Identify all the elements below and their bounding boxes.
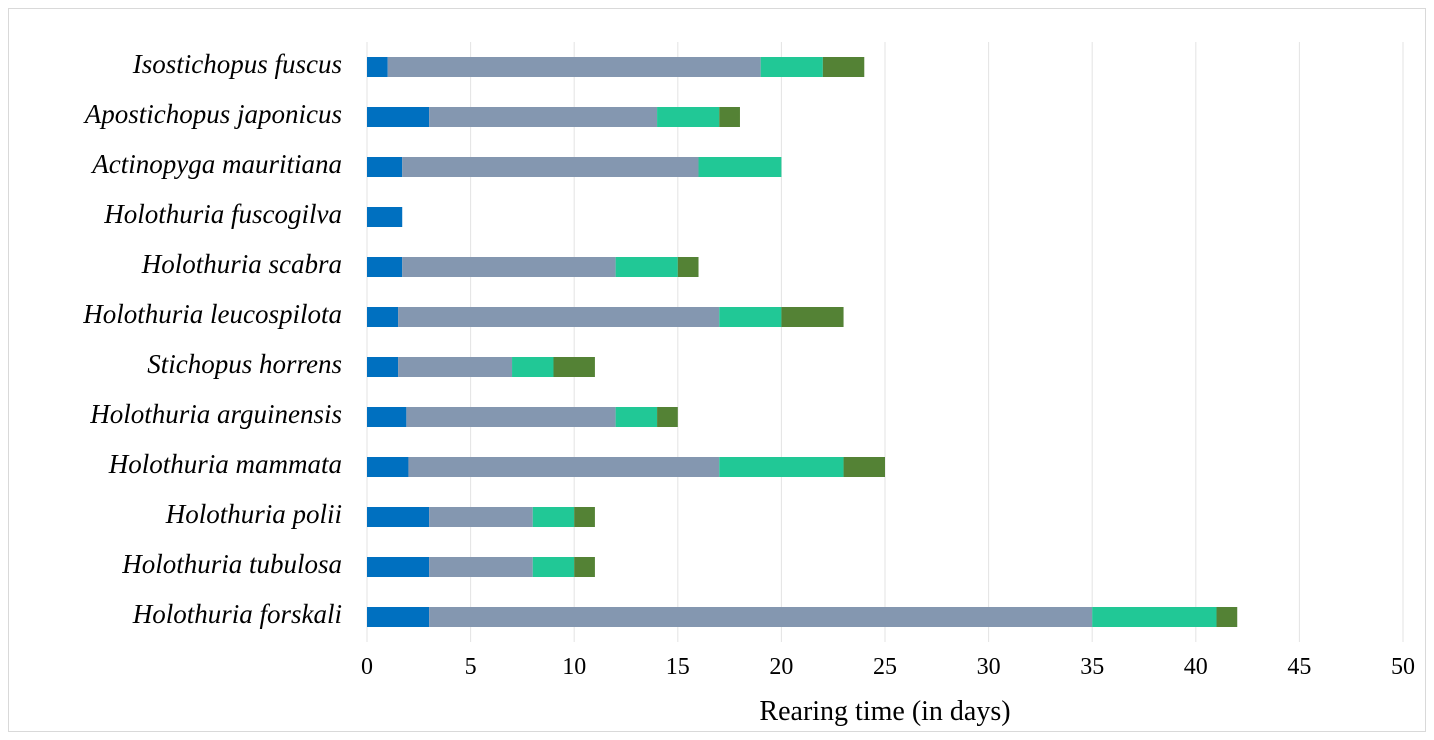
category-labels: Isostichopus fuscus Apostichopus japonicu… (82, 49, 342, 629)
bar-segment-1-row-5 (367, 257, 403, 277)
x-tick-label: 5 (465, 654, 477, 680)
x-tick-label: 20 (769, 654, 793, 680)
x-tick-labels: 0 5 10 15 20 25 30 35 40 45 50 (361, 654, 1415, 680)
bar-segment-4-row-5 (677, 257, 699, 277)
bar-segment-3-row-11 (532, 557, 575, 577)
bar-segment-2-row-7 (398, 357, 513, 377)
x-tick-label: 45 (1287, 654, 1311, 680)
x-tick-label: 40 (1184, 654, 1208, 680)
bar-segment-4-row-10 (574, 507, 595, 527)
x-tick-label: 35 (1080, 654, 1104, 680)
category-label: Isostichopus fuscus (132, 49, 342, 79)
bar-segment-2-row-8 (406, 407, 616, 427)
category-label: Holothuria scabra (141, 249, 342, 279)
bar-segment-3-row-9 (719, 457, 844, 477)
x-tick-label: 50 (1391, 654, 1415, 680)
category-label: Apostichopus japonicus (83, 99, 342, 129)
bar-segment-1-row-10 (367, 507, 430, 527)
bar-segment-2-row-10 (429, 507, 533, 527)
bar-segment-1-row-2 (367, 107, 430, 127)
x-tick-label: 15 (666, 654, 690, 680)
bar-segment-1-row-1 (367, 57, 388, 77)
bar-segment-4-row-6 (781, 307, 844, 327)
bar-segment-3-row-6 (719, 307, 782, 327)
bar-segment-1-row-9 (367, 457, 409, 477)
x-tick-label: 30 (977, 654, 1001, 680)
bar-segment-4-row-7 (553, 357, 595, 377)
bar-segment-1-row-12 (367, 607, 430, 627)
bar-segment-1-row-3 (367, 157, 403, 177)
x-tick-label: 25 (873, 654, 897, 680)
category-label: Holothuria fuscogilva (103, 199, 342, 229)
category-label: Holothuria forskali (132, 599, 342, 629)
category-label: Stichopus horrens (147, 349, 342, 379)
bar-segment-2-row-11 (429, 557, 533, 577)
bar-segment-4-row-8 (657, 407, 678, 427)
category-label: Actinopyga mauritiana (90, 149, 342, 179)
x-tick-label: 10 (562, 654, 586, 680)
category-label: Holothuria polii (165, 499, 342, 529)
bar-segment-3-row-12 (1092, 607, 1217, 627)
bar-segment-1-row-6 (367, 307, 399, 327)
gridlines (366, 42, 1404, 642)
bar-segment-3-row-10 (532, 507, 575, 527)
bar-segment-2-row-12 (429, 607, 1093, 627)
bar-segment-2-row-3 (402, 157, 699, 177)
bar-segment-2-row-2 (429, 107, 658, 127)
bars (367, 57, 1238, 627)
stacked-bar-chart: Isostichopus fuscus Apostichopus japonicu… (82, 42, 1415, 727)
category-label: Holothuria arguinensis (89, 399, 342, 429)
bar-segment-4-row-11 (574, 557, 595, 577)
bar-segment-4-row-1 (822, 57, 865, 77)
bar-segment-3-row-5 (615, 257, 678, 277)
bar-segment-3-row-1 (760, 57, 823, 77)
bar-segment-1-row-11 (367, 557, 430, 577)
category-label: Holothuria tubulosa (121, 549, 342, 579)
x-tick-label: 0 (361, 654, 373, 680)
x-axis-title: Rearing time (in days) (759, 696, 1010, 727)
bar-segment-1-row-7 (367, 357, 399, 377)
chart-frame: Isostichopus fuscus Apostichopus japonicu… (8, 8, 1426, 732)
bar-segment-4-row-9 (843, 457, 885, 477)
bar-segment-1-row-4 (367, 207, 403, 227)
bar-segment-4-row-12 (1216, 607, 1238, 627)
category-label: Holothuria mammata (108, 449, 342, 479)
bar-segment-2-row-5 (402, 257, 616, 277)
bar-segment-2-row-1 (387, 57, 761, 77)
bar-segment-1-row-8 (367, 407, 407, 427)
bar-segment-4-row-2 (719, 107, 740, 127)
bar-segment-3-row-2 (657, 107, 720, 127)
bar-segment-3-row-8 (615, 407, 658, 427)
bar-segment-3-row-3 (698, 157, 782, 177)
bar-segment-2-row-9 (408, 457, 720, 477)
category-label: Holothuria leucospilota (82, 299, 342, 329)
bar-segment-3-row-7 (512, 357, 554, 377)
bar-segment-2-row-6 (398, 307, 720, 327)
